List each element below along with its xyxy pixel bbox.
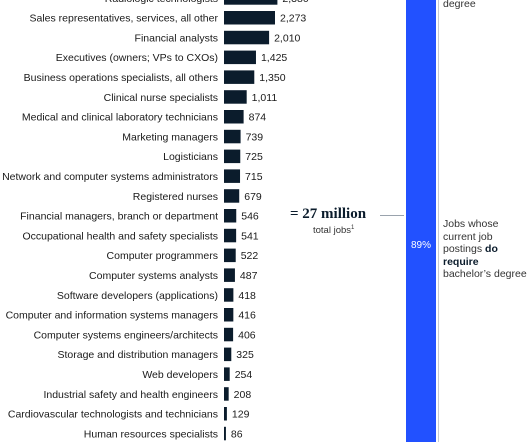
category-label: Financial managers, branch or department bbox=[20, 211, 218, 223]
bar bbox=[224, 110, 244, 124]
top-segment-note: degree bbox=[443, 0, 476, 10]
note-text-pre: Jobs whose current job postings bbox=[443, 218, 499, 255]
bar bbox=[224, 248, 236, 263]
bottom-segment-note: Jobs whose current job postings do requi… bbox=[443, 218, 528, 281]
category-label: Marketing managers bbox=[122, 131, 218, 143]
category-label: Computer systems analysts bbox=[89, 270, 218, 282]
category-label: Financial analysts bbox=[135, 32, 218, 44]
bar bbox=[224, 288, 234, 302]
bar bbox=[224, 209, 237, 223]
bar bbox=[224, 308, 234, 322]
bar bbox=[224, 407, 227, 421]
value-label: 418 bbox=[238, 290, 256, 302]
bar bbox=[224, 129, 241, 144]
category-label: Web developers bbox=[142, 369, 218, 381]
value-label: 541 bbox=[241, 230, 259, 242]
bar bbox=[224, 50, 256, 65]
value-label: 679 bbox=[244, 191, 262, 203]
value-label: 254 bbox=[235, 369, 253, 381]
bar bbox=[224, 228, 237, 243]
value-label: 725 bbox=[245, 151, 263, 163]
bar bbox=[224, 0, 278, 5]
value-label: 208 bbox=[234, 389, 252, 401]
category-label: Sales representatives, services, all oth… bbox=[29, 13, 218, 25]
note-text-bold: do require bbox=[443, 243, 498, 268]
value-label: 1,350 bbox=[259, 72, 285, 84]
total-jobs-figure: = 27 million bbox=[290, 206, 367, 222]
value-label: 2,273 bbox=[280, 13, 306, 25]
bar bbox=[224, 367, 230, 381]
footnote-marker: 1 bbox=[351, 225, 355, 231]
bar bbox=[224, 149, 241, 164]
category-label: Software developers (applications) bbox=[57, 290, 218, 302]
bar bbox=[224, 30, 270, 45]
category-label: Computer systems engineers/architects bbox=[34, 329, 218, 341]
value-label: 487 bbox=[240, 270, 258, 282]
value-label: 129 bbox=[232, 409, 250, 421]
category-label: Storage and distribution managers bbox=[57, 349, 218, 361]
category-label: Computer and information systems manager… bbox=[6, 310, 218, 322]
category-label: Clinical nurse specialists bbox=[104, 92, 218, 104]
bar bbox=[224, 268, 235, 282]
category-label: Computer programmers bbox=[107, 250, 218, 262]
category-label: Occupational health and safety specialis… bbox=[22, 230, 218, 242]
category-label: Radiologic technologists bbox=[105, 0, 218, 5]
category-label: Executives (owners; VPs to CXOs) bbox=[56, 52, 218, 64]
value-label: 546 bbox=[241, 211, 259, 223]
value-label: 2,010 bbox=[274, 32, 300, 44]
bar bbox=[224, 189, 240, 203]
value-label: 874 bbox=[249, 112, 267, 124]
category-label: Network and computer systems administrat… bbox=[2, 171, 218, 183]
value-label: 325 bbox=[236, 349, 254, 361]
stacked-segment-degree bbox=[406, 0, 436, 442]
bar bbox=[224, 169, 241, 183]
value-label: 406 bbox=[238, 329, 256, 341]
bar bbox=[224, 90, 247, 104]
category-label: Human resources specialists bbox=[84, 428, 218, 440]
value-label: 715 bbox=[245, 171, 263, 183]
value-label: 86 bbox=[231, 428, 243, 440]
segment-percent-label: 89% bbox=[411, 240, 432, 251]
category-label: Business operations specialists, all oth… bbox=[24, 72, 218, 84]
value-label: 2,380 bbox=[282, 0, 308, 5]
note-text-post: bachelor’s degree bbox=[443, 268, 527, 280]
bar bbox=[224, 426, 226, 441]
value-label: 1,011 bbox=[252, 92, 278, 104]
category-label: Cardiovascular technologists and technic… bbox=[8, 409, 218, 421]
value-label: 739 bbox=[246, 131, 264, 143]
bar bbox=[224, 387, 229, 401]
value-label: 416 bbox=[238, 310, 256, 322]
bar bbox=[224, 70, 255, 84]
bar bbox=[224, 11, 275, 25]
value-label: 522 bbox=[241, 250, 259, 262]
total-jobs-caption-text: total jobs bbox=[313, 225, 352, 237]
category-label: Industrial safety and health engineers bbox=[43, 389, 218, 401]
category-label: Logisticians bbox=[163, 151, 218, 163]
category-label: Registered nurses bbox=[133, 191, 218, 203]
bar bbox=[224, 327, 234, 342]
category-label: Medical and clinical laboratory technici… bbox=[22, 112, 218, 124]
total-jobs-caption: total jobs1 bbox=[313, 225, 354, 236]
bar bbox=[224, 347, 232, 362]
value-label: 1,425 bbox=[261, 52, 287, 64]
